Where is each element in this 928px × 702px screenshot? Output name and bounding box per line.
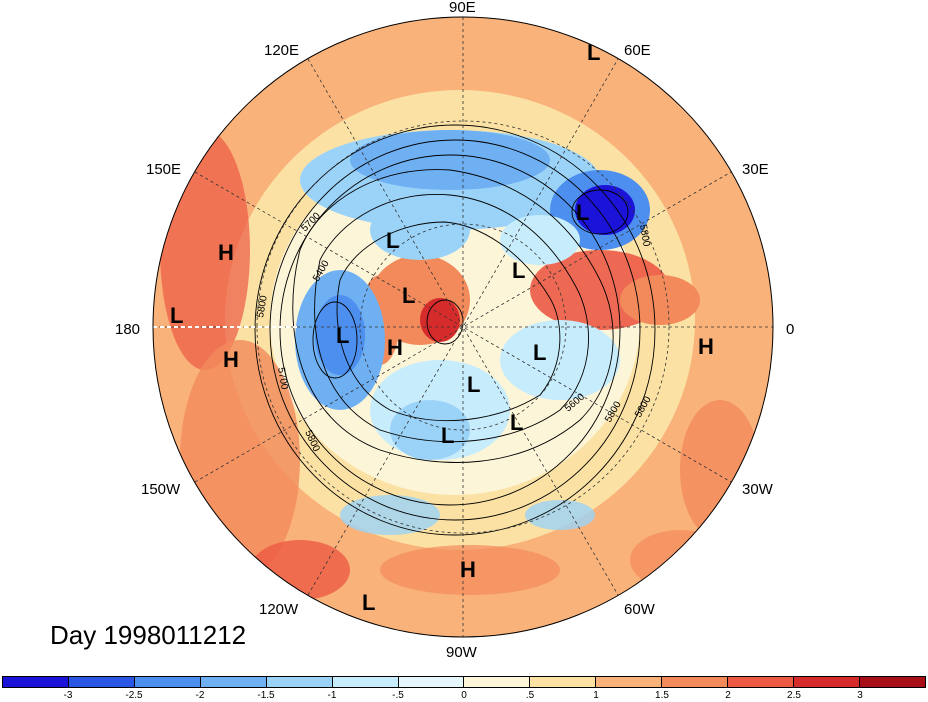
lon-label-90w: 90W <box>446 644 478 661</box>
lon-label-0: 0 <box>786 321 794 338</box>
plot-title: Day 1998011212 <box>50 620 247 650</box>
pressure-system-markers: L L L L L L L L L L L L H H H H H <box>170 40 714 615</box>
colorbar-tick-label: -2 <box>195 690 205 701</box>
colorbar-cell <box>728 677 795 687</box>
low-marker: L <box>336 323 349 348</box>
contour-label: 5800 <box>255 294 270 318</box>
colorbar-tick-label: -1 <box>327 690 337 701</box>
colorbar-tick-label: -2.5 <box>125 690 143 701</box>
colorbar-cell <box>662 677 729 687</box>
anomaly-field <box>153 17 773 637</box>
colorbar-tick-label: .5 <box>525 690 535 701</box>
colorbar-cell <box>464 677 531 687</box>
low-marker: L <box>576 200 589 225</box>
colorbar-cell <box>596 677 663 687</box>
low-marker: L <box>170 303 183 328</box>
longitude-labels: 90E 60E 30E 0 30W 60W 90W 120W 150W 180 … <box>115 0 794 661</box>
colorbar-tick-label: -.5 <box>392 690 404 701</box>
low-marker: L <box>512 258 525 283</box>
lon-label-180: 180 <box>115 321 140 338</box>
colorbar-tick-labels: -3 -2.5 -2 -1.5 -1 -.5 0 .5 1 1.5 2 2.5 3 <box>2 690 926 702</box>
colorbar-cell <box>794 677 860 687</box>
colorbar-tick-label: 0 <box>461 690 467 701</box>
lon-label-60e: 60E <box>624 42 651 59</box>
low-marker: L <box>533 340 546 365</box>
high-marker: H <box>460 557 476 582</box>
colorbar-cell <box>859 677 925 687</box>
colorbar-tick-label: -1.5 <box>257 690 275 701</box>
contour-label: 5700 <box>275 367 290 391</box>
colorbar-cell <box>3 677 69 687</box>
lon-label-90e: 90E <box>449 0 476 16</box>
low-marker: L <box>402 283 415 308</box>
low-marker: L <box>441 423 454 448</box>
lon-label-30w: 30W <box>742 481 774 498</box>
lon-label-120e: 120E <box>264 42 299 59</box>
colorbar-cell <box>332 677 399 687</box>
colorbar-cell <box>68 677 135 687</box>
colorbar-cell <box>266 677 333 687</box>
contour-label: 5800 <box>637 224 652 248</box>
colorbar-cell <box>398 677 465 687</box>
low-marker: L <box>362 590 375 615</box>
colorbar-tick-label: 1.5 <box>655 690 669 701</box>
high-marker: H <box>387 335 403 360</box>
colorbar-cell <box>134 677 201 687</box>
low-marker: L <box>510 410 523 435</box>
lon-label-150w: 150W <box>141 481 181 498</box>
colorbar <box>2 676 926 688</box>
colorbar-tick-label: 1 <box>593 690 599 701</box>
low-marker: L <box>587 40 600 65</box>
low-marker: L <box>467 372 480 397</box>
height-contours <box>254 124 656 536</box>
map-border <box>152 16 774 638</box>
low-marker: L <box>386 228 399 253</box>
high-marker: H <box>698 334 714 359</box>
graticule <box>153 17 773 637</box>
colorbar-cell <box>200 677 267 687</box>
lon-label-60w: 60W <box>624 601 656 618</box>
colorbar-tick-label: 2.5 <box>787 690 801 701</box>
colorbar-cell <box>530 677 597 687</box>
colorbar-tick-label: 3 <box>857 690 863 701</box>
lon-label-150e: 150E <box>146 161 181 178</box>
lon-label-30e: 30E <box>742 161 769 178</box>
colorbar-tick-label: -3 <box>63 690 73 701</box>
lon-label-120w: 120W <box>259 601 299 618</box>
colorbar-tick-label: 2 <box>725 690 731 701</box>
high-marker: H <box>223 347 239 372</box>
high-marker: H <box>218 240 234 265</box>
